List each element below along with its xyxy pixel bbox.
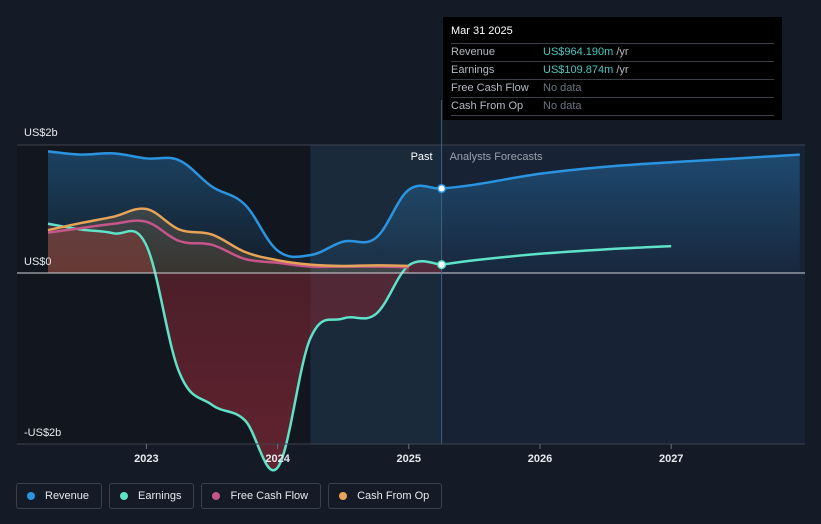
- x-tick-label: 2026: [528, 453, 552, 465]
- tooltip-value: US$964.190m: [543, 46, 614, 58]
- tooltip: Mar 31 2025 Revenue US$964.190m /yr Earn…: [443, 17, 782, 120]
- tooltip-label: Earnings: [451, 64, 495, 76]
- x-tick-label: 2025: [397, 453, 421, 465]
- tooltip-label: Free Cash Flow: [451, 82, 529, 94]
- tooltip-row-free-cash-flow: Free Cash Flow No data: [451, 80, 774, 98]
- legend-dot-icon: [212, 492, 221, 500]
- legend-item-free-cash-flow[interactable]: Free Cash Flow: [201, 483, 322, 509]
- tooltip-row-revenue: Revenue US$964.190m /yr: [451, 44, 774, 62]
- tooltip-label: Cash From Op: [451, 100, 524, 112]
- legend-label: Earnings: [138, 490, 182, 502]
- revenue-line: [47, 150, 800, 259]
- tooltip-value: No data: [543, 82, 582, 94]
- revenue-marker: [437, 183, 447, 194]
- tooltip-label: Revenue: [451, 46, 496, 58]
- legend-dot-icon: [339, 492, 348, 500]
- earnings-line: [47, 222, 442, 472]
- x-tick-label: 2027: [659, 453, 683, 465]
- earnings-forecast-line: [441, 244, 672, 266]
- x-tick-label: 2023: [134, 453, 158, 465]
- earnings-area: [48, 223, 442, 471]
- x-tick-label: 2024: [265, 453, 290, 465]
- legend-dot-icon: [120, 492, 129, 500]
- legend-label: Cash From Op: [357, 490, 430, 502]
- tooltip-value: US$109.874m: [543, 64, 614, 76]
- tooltip-unit: /yr: [616, 64, 629, 76]
- legend-label: Revenue: [45, 490, 90, 502]
- tooltip-row-cash-from-op: Cash From Op No data: [451, 98, 774, 116]
- legend: Revenue Earnings Free Cash Flow Cash Fro…: [16, 483, 443, 509]
- legend-dot-icon: [27, 492, 35, 500]
- tooltip-value: No data: [543, 100, 582, 112]
- y-label-top: US$2b: [24, 127, 58, 139]
- legend-item-cash-from-op[interactable]: Cash From Op: [328, 483, 443, 509]
- forecast-label: Analysts Forecasts: [450, 151, 543, 163]
- cash-from-op-area: [48, 208, 409, 273]
- past-label: Past: [411, 151, 433, 163]
- cash-from-op-line: [47, 207, 409, 268]
- revenue-area: [48, 151, 800, 273]
- legend-item-earnings[interactable]: Earnings: [109, 483, 195, 509]
- y-label-bottom: -US$2b: [24, 427, 61, 439]
- tooltip-unit: /yr: [616, 46, 629, 58]
- tooltip-date: Mar 31 2025: [451, 23, 774, 44]
- tooltip-row-earnings: Earnings US$109.874m /yr: [451, 62, 774, 80]
- y-label-zero: US$0: [24, 256, 52, 268]
- legend-item-revenue[interactable]: Revenue: [16, 483, 103, 509]
- earnings-marker: [437, 260, 447, 270]
- legend-label: Free Cash Flow: [230, 490, 309, 502]
